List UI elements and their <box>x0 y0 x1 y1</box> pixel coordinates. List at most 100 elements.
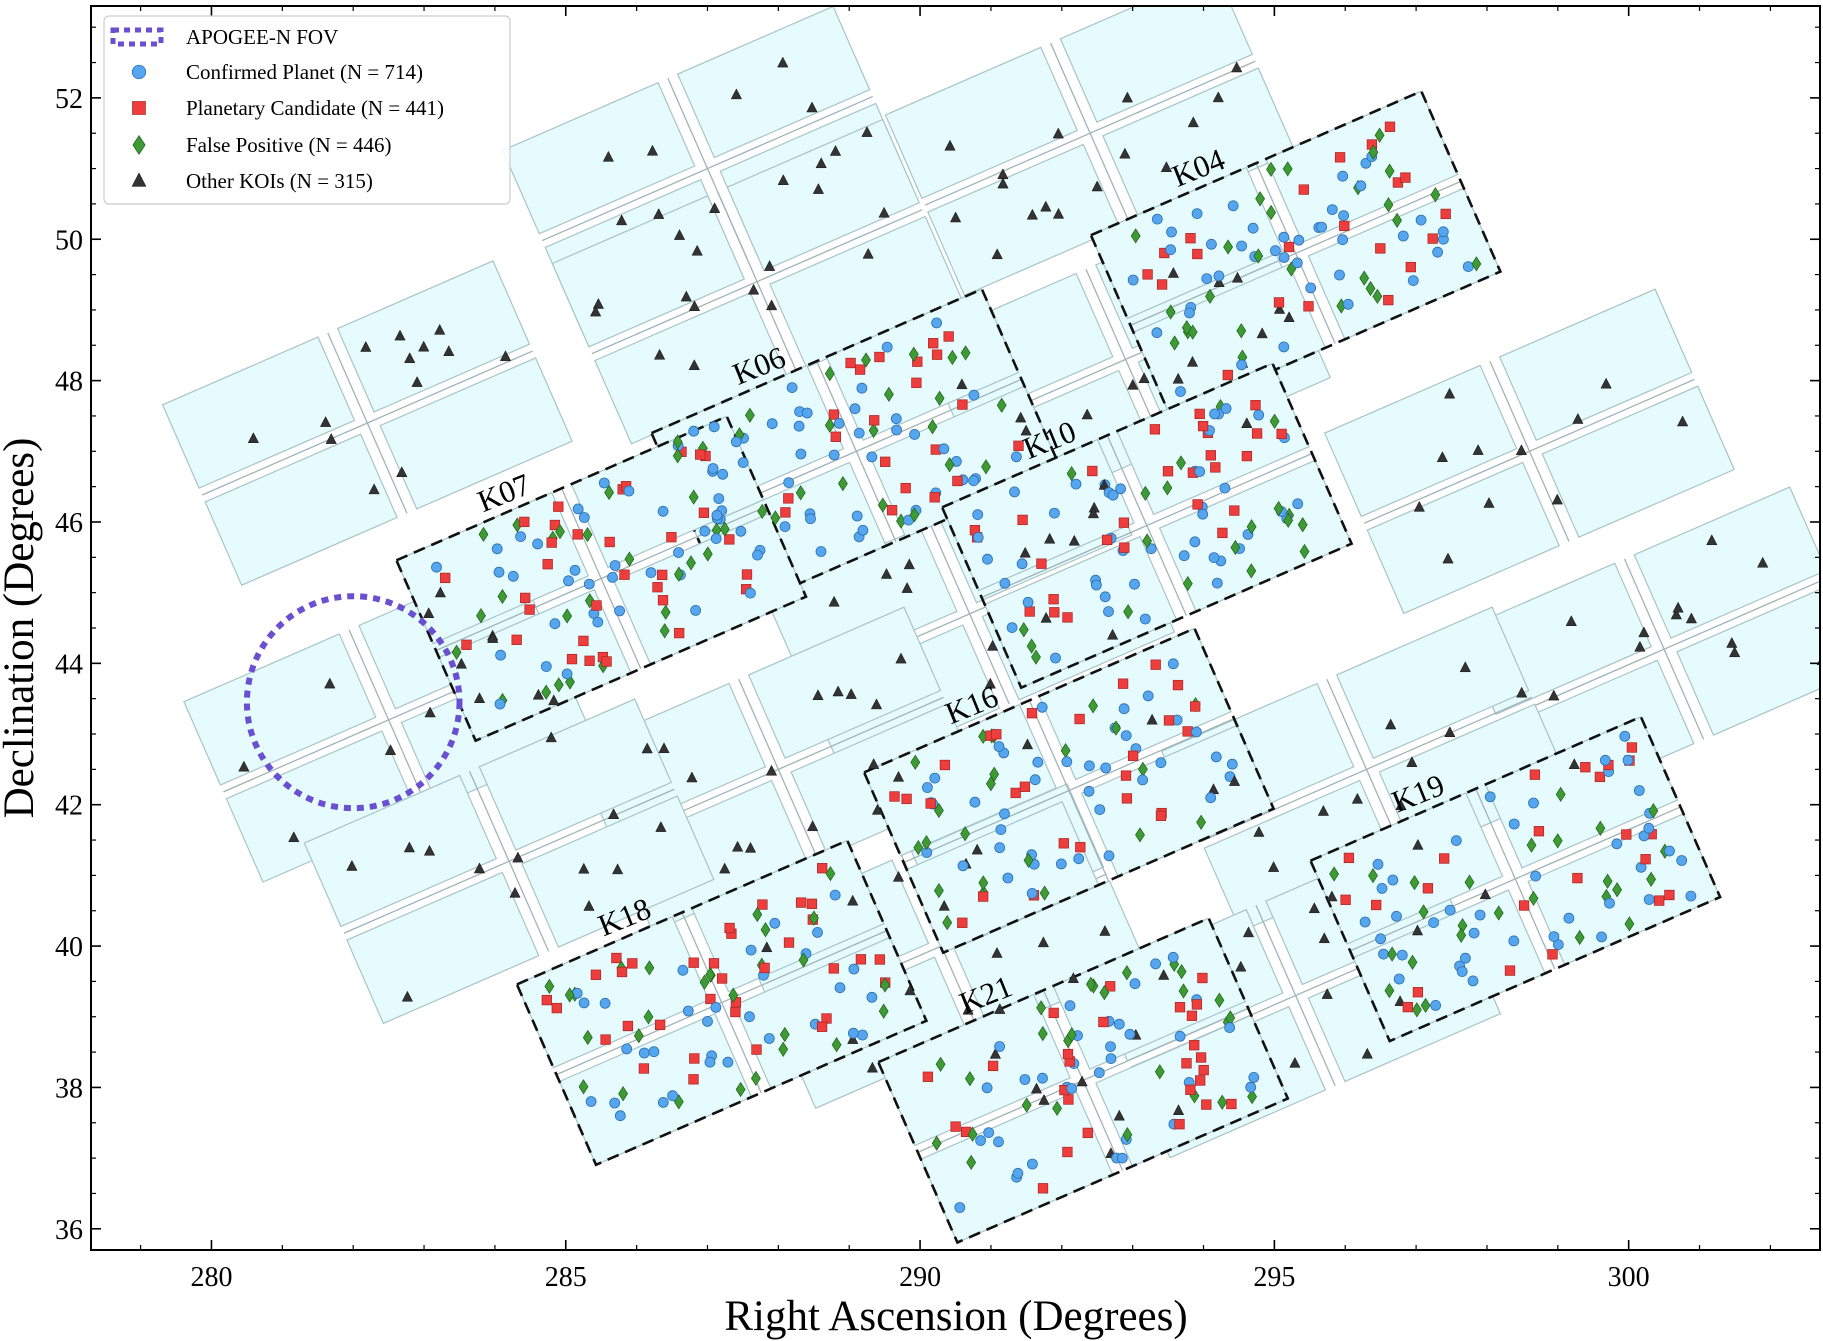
planetary-candidate-point <box>1118 517 1130 528</box>
field-other-kois <box>641 685 905 874</box>
false-positive-point <box>1018 622 1029 638</box>
confirmed-planet-point <box>1155 757 1167 769</box>
false-positive-point <box>1130 228 1141 244</box>
planetary-candidate-point <box>1222 369 1233 381</box>
other-koi-point <box>1600 377 1612 389</box>
other-koi-point <box>418 340 430 352</box>
confirmed-planet-point <box>1270 245 1281 257</box>
planetary-candidate-point <box>1529 769 1541 780</box>
false-positive-point <box>578 1079 589 1095</box>
false-positive-point <box>1037 1025 1048 1042</box>
confirmed-planet-point <box>766 418 778 430</box>
confirmed-planet-point <box>1638 830 1650 842</box>
confirmed-planet-point <box>1387 874 1399 886</box>
planetary-candidate-point <box>1121 793 1133 804</box>
confirmed-planet-point <box>1430 1000 1441 1011</box>
false-positive-point <box>1123 604 1134 620</box>
other-koi-point <box>1119 147 1131 159</box>
false-positive-point <box>1266 161 1276 178</box>
planetary-candidate-point <box>1197 420 1209 432</box>
confirmed-planet-point <box>938 443 950 455</box>
false-positive-point <box>1624 916 1635 932</box>
false-positive-point <box>1176 455 1186 471</box>
confirmed-planet-point <box>1643 894 1655 905</box>
false-positive-point <box>1178 983 1189 999</box>
planetary-candidate-point <box>674 627 685 639</box>
other-koi-point <box>443 345 455 356</box>
planetary-candidate-point <box>1303 301 1314 312</box>
confirmed-planet-point <box>1224 1022 1235 1033</box>
false-positive-point <box>1230 539 1241 556</box>
planetary-candidate-point <box>666 532 677 543</box>
planetary-candidate-point <box>741 569 753 580</box>
confirmed-planet-point <box>1397 230 1409 242</box>
confirmed-planet-point <box>793 420 805 432</box>
false-positive-point <box>555 523 565 540</box>
planetary-candidate-point <box>1185 1084 1196 1095</box>
confirmed-planet-point <box>1210 751 1222 763</box>
legend-box <box>103 15 511 205</box>
false-positive-point <box>1283 512 1294 529</box>
planetary-candidate-point <box>1400 172 1411 183</box>
confirmed-planet-point <box>1226 758 1238 770</box>
other-koi-point <box>1138 372 1150 384</box>
planetary-candidate-point <box>1334 152 1346 163</box>
false-positive-point <box>1088 698 1099 714</box>
ccd-divider <box>468 770 550 952</box>
confirmed-planet-point <box>607 572 618 583</box>
planetary-candidate-point <box>928 338 939 349</box>
false-positive-point <box>779 1026 790 1043</box>
confirmed-planet-point <box>922 782 933 793</box>
other-koi-point <box>892 770 905 782</box>
other-koi-point <box>962 1003 974 1015</box>
confirmed-planet-point <box>972 532 984 543</box>
other-koi-point <box>673 229 686 240</box>
planetary-candidate-point <box>1201 1099 1212 1110</box>
planetary-candidate-point <box>541 994 552 1006</box>
false-positive-point <box>1217 1094 1228 1110</box>
other-koi-point <box>455 657 468 669</box>
confirmed-planet-point <box>1011 451 1022 463</box>
planetary-candidate-point <box>716 973 728 984</box>
confirmed-planet-point <box>507 570 519 582</box>
x-tick-label: 300 <box>1608 1262 1650 1293</box>
confirmed-planet-point <box>1664 845 1675 857</box>
other-koi-point <box>895 652 907 664</box>
other-koi-point <box>1551 493 1563 505</box>
confirmed-planet-point <box>866 991 878 1003</box>
confirmed-planet-point <box>999 577 1011 589</box>
confirmed-planet-point <box>1189 536 1201 548</box>
false-positive-point <box>964 1071 975 1087</box>
planetary-candidate-point <box>1189 1040 1200 1051</box>
confirmed-planet-point <box>493 566 505 578</box>
confirmed-planet-point <box>1016 558 1028 570</box>
other-koi-point <box>815 157 827 169</box>
planetary-candidate-point <box>1082 1127 1093 1139</box>
other-koi-point <box>583 899 595 911</box>
planetary-candidate-point <box>1058 838 1069 849</box>
other-koi-point <box>828 595 840 607</box>
legend-marker-fp <box>132 134 146 156</box>
planetary-candidate-point <box>911 377 922 388</box>
planetary-candidate-point <box>1241 450 1253 462</box>
field-other-kois <box>944 61 1243 260</box>
false-positive-point <box>960 345 971 361</box>
planetary-candidate-point <box>590 969 602 980</box>
false-positive-point <box>942 914 953 931</box>
false-positive-point <box>702 546 713 562</box>
false-positive-point <box>770 510 781 526</box>
planetary-candidate-point <box>627 958 638 969</box>
false-positive-point <box>909 507 920 523</box>
false-positive-point <box>960 826 971 842</box>
false-positive-point <box>1135 827 1145 843</box>
confirmed-planet-point <box>1012 1167 1024 1179</box>
other-koi-point <box>868 758 880 769</box>
planetary-candidate-point <box>1226 1098 1237 1110</box>
false-positive-point <box>1036 1000 1047 1016</box>
planetary-candidate-point <box>566 653 578 665</box>
false-positive-point <box>1247 1088 1258 1105</box>
other-koi-point <box>1037 936 1050 948</box>
other-koi-point <box>1289 1056 1301 1068</box>
other-koi-point <box>1443 387 1456 399</box>
false-positive-point <box>825 865 836 882</box>
